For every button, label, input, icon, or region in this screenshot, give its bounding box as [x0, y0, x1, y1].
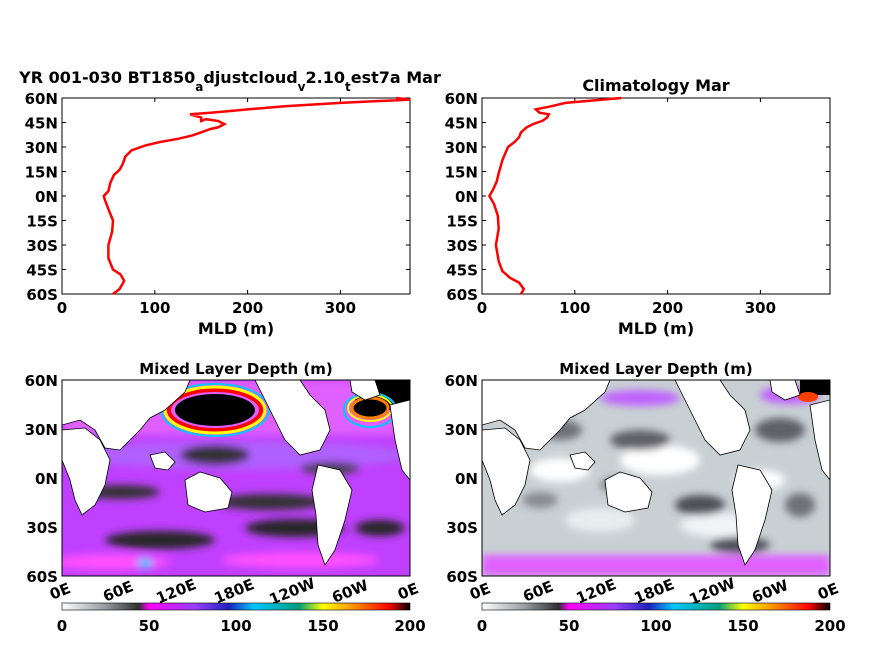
- panel1-axes-box: [61, 97, 411, 295]
- panel1-title: YR 001-030 BT1850adjustcloudv2.10test7a …: [18, 68, 441, 94]
- map-x-tick-label: 180E: [211, 575, 256, 607]
- y-tick-label: 45S: [26, 262, 58, 280]
- y-tick-label: 30S: [446, 237, 478, 255]
- y-tick-label: 30N: [25, 139, 58, 157]
- colorbar-tick-label: 150: [727, 617, 758, 635]
- map-panel-model: Mixed Layer Depth (m): [25, 360, 426, 635]
- map-x-tick-label: 60E: [100, 577, 136, 605]
- x-tick-label: 300: [325, 299, 356, 317]
- map-x-tick-label: 0E: [395, 579, 421, 603]
- panel3-heatmap: [62, 380, 410, 576]
- y-tick-label: 15S: [446, 213, 478, 231]
- colorbar-tick-label: 150: [307, 617, 338, 635]
- x-tick-label: 100: [559, 299, 590, 317]
- y-tick-label: 15N: [445, 164, 478, 182]
- map-panel-climatology: Mixed Layer Depth (m): [445, 360, 846, 635]
- panel4-colorbar-ticks: 0 50 100 150 200: [477, 617, 846, 635]
- y-tick-label: 60S: [26, 286, 58, 304]
- x-tick-label: 100: [139, 299, 170, 317]
- y-tick-label: 15N: [25, 164, 58, 182]
- map-y-tick-label: 30S: [446, 519, 478, 537]
- profile-panel-climatology: Climatology Mar 0 100 200 300 60S 45S 30S 15S 0N…: [445, 76, 831, 338]
- panel2-ticks: 0 100 200 300 60S 45S 30S 15S 0N 15N 30N 45N 60N: [445, 90, 830, 317]
- map-y-tick-label: 0N: [455, 470, 478, 488]
- panel4-title: Mixed Layer Depth (m): [559, 360, 752, 378]
- y-tick-label: 60N: [25, 90, 58, 108]
- panel2-axes-box: [481, 97, 831, 295]
- panel1-xlabel: MLD (m): [198, 319, 274, 338]
- panel2-series-line: [487, 96, 622, 295]
- panel3-colorbar: [61, 602, 411, 611]
- map-y-tick-label: 60N: [445, 372, 478, 390]
- y-tick-label: 60S: [446, 286, 478, 304]
- panel3-colorbar-ticks: 0 50 100 150 200: [57, 617, 426, 635]
- x-tick-label: 200: [232, 299, 263, 317]
- x-tick-label: 0: [57, 299, 67, 317]
- map-y-tick-label: 30S: [26, 519, 58, 537]
- map-x-tick-label: 180E: [631, 575, 676, 607]
- panel3-title: Mixed Layer Depth (m): [139, 360, 332, 378]
- x-tick-label: 200: [652, 299, 683, 317]
- map-y-tick-label: 60S: [446, 568, 478, 586]
- panel4-axes-box: [481, 379, 831, 577]
- map-x-tick-label: 120E: [573, 575, 618, 607]
- y-tick-label: 0N: [455, 188, 478, 206]
- map-x-tick-label: 60E: [520, 577, 556, 605]
- panel4-heatmap: [482, 380, 830, 576]
- y-tick-label: 45N: [445, 115, 478, 133]
- colorbar-tick-label: 0: [57, 617, 67, 635]
- y-tick-label: 15S: [26, 213, 58, 231]
- map-x-tick-label: 60W: [329, 576, 371, 607]
- map-x-tick-label: 60W: [749, 576, 791, 607]
- map-y-tick-label: 0N: [35, 470, 58, 488]
- y-tick-label: 30S: [26, 237, 58, 255]
- map-y-tick-label: 60N: [25, 372, 58, 390]
- colorbar-tick-label: 200: [814, 617, 845, 635]
- colorbar-tick-label: 100: [220, 617, 251, 635]
- colorbar-tick-label: 50: [559, 617, 580, 635]
- panel4-colorbar: [481, 602, 831, 611]
- map-x-tick-label: 120E: [153, 575, 198, 607]
- panel1-series-line: [102, 96, 411, 295]
- map-y-tick-label: 60S: [26, 568, 58, 586]
- x-tick-label: 0: [477, 299, 487, 317]
- map-y-tick-label: 30N: [25, 421, 58, 439]
- y-tick-label: 45N: [25, 115, 58, 133]
- x-tick-label: 300: [745, 299, 776, 317]
- panel3-land: [62, 380, 410, 566]
- colorbar-tick-label: 200: [394, 617, 425, 635]
- profile-panel-model: YR 001-030 BT1850adjustcloudv2.10test7a …: [18, 68, 441, 338]
- panel2-title: Climatology Mar: [582, 76, 729, 95]
- colorbar-tick-label: 100: [640, 617, 671, 635]
- y-tick-label: 60N: [445, 90, 478, 108]
- y-tick-label: 45S: [446, 262, 478, 280]
- map-y-tick-label: 30N: [445, 421, 478, 439]
- panel3-axes-box: [61, 379, 411, 577]
- colorbar-tick-label: 0: [477, 617, 487, 635]
- panel4-land: [482, 380, 830, 566]
- y-tick-label: 30N: [445, 139, 478, 157]
- y-tick-label: 0N: [35, 188, 58, 206]
- panel2-xlabel: MLD (m): [618, 319, 694, 338]
- panel1-ticks: 0 100 200 300 60S 45S 30S 15S 0N 15N 30N 45N 60N: [25, 90, 410, 317]
- colorbar-tick-label: 50: [139, 617, 160, 635]
- map-x-tick-label: 0E: [815, 579, 841, 603]
